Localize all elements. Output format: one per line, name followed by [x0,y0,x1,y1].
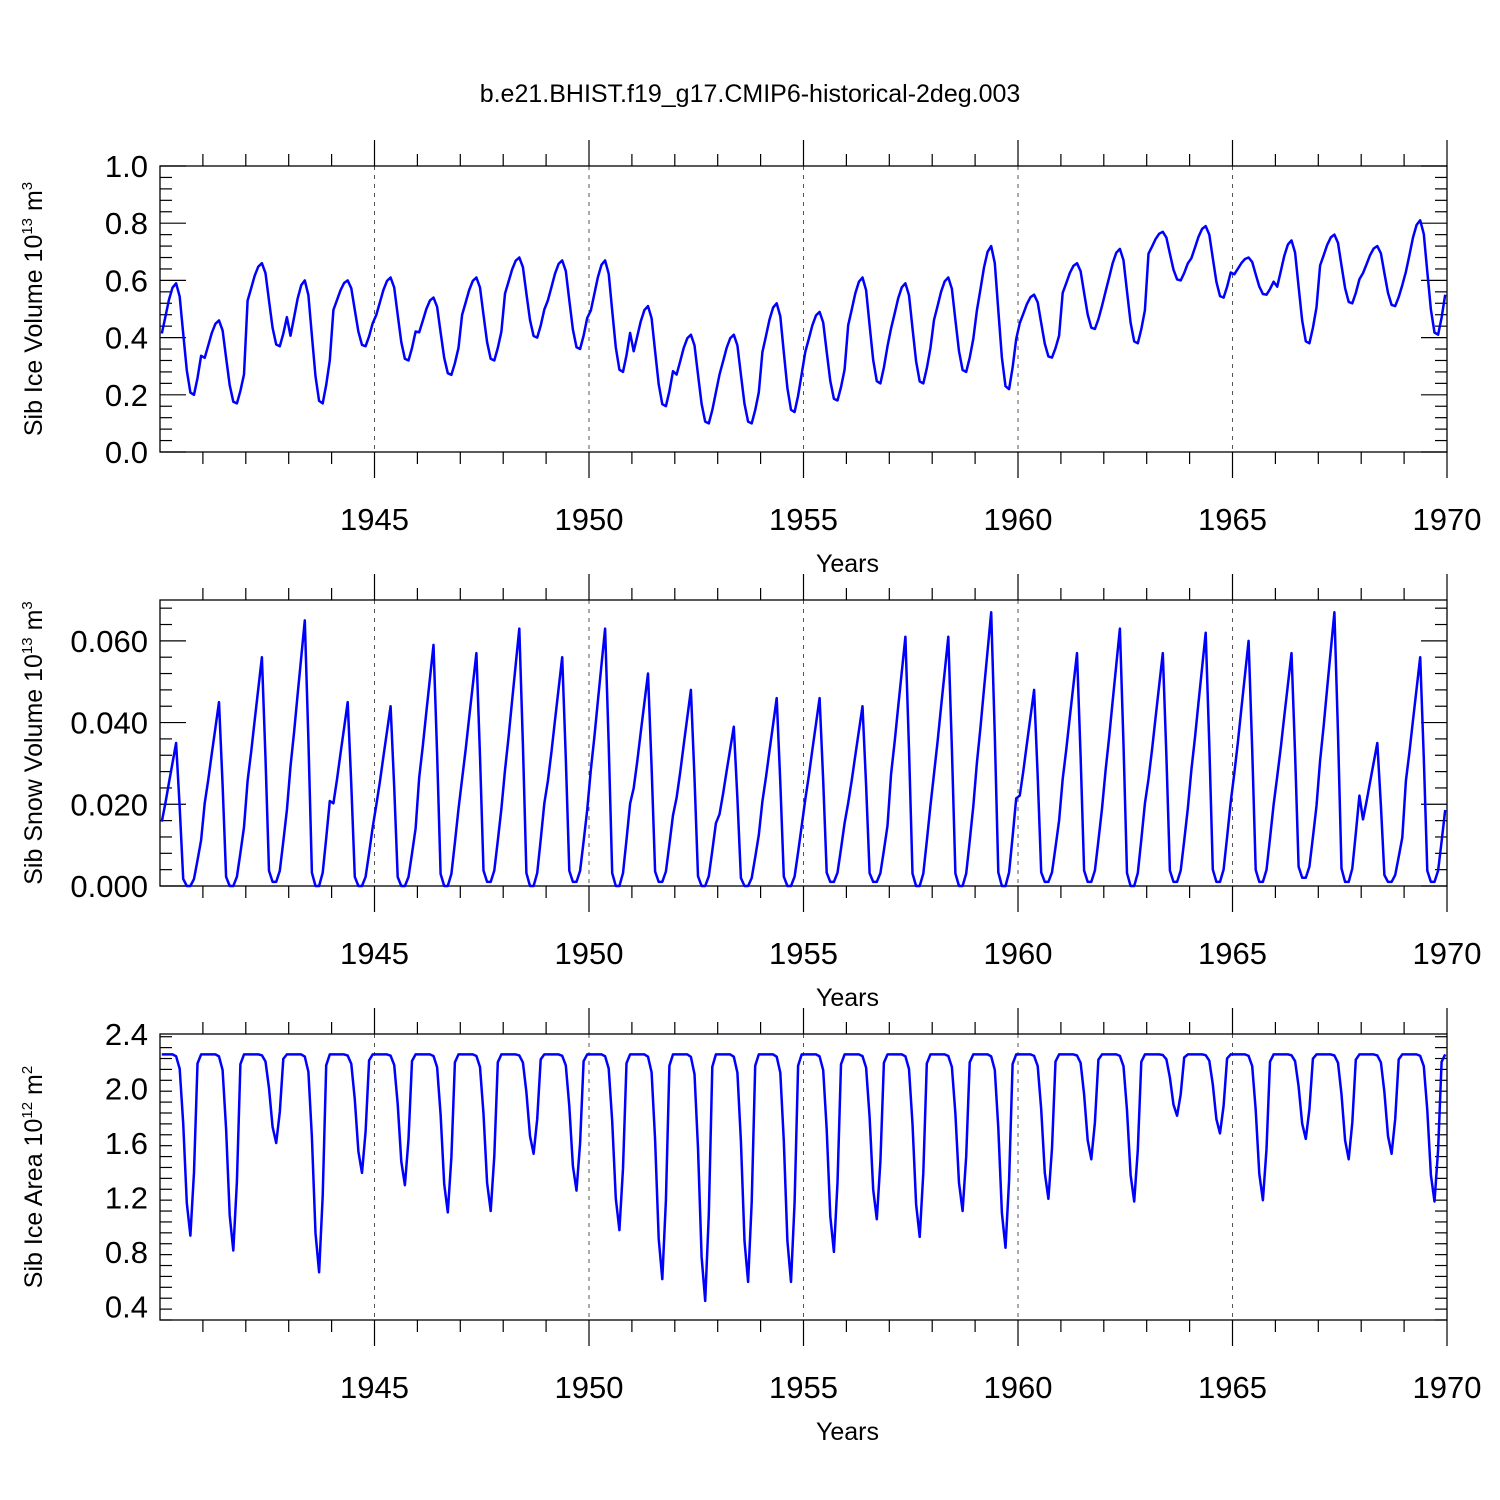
x-axis-label: Years [816,550,879,578]
x-tick-label: 1955 [769,1370,838,1405]
y-tick-label: 0.020 [70,787,148,822]
y-tick-label: 0.8 [105,1235,148,1270]
x-tick-label: 1970 [1413,1370,1482,1405]
x-tick-label: 1950 [555,1370,624,1405]
y-tick-label: 1.0 [105,149,148,184]
y-tick-label: 2.0 [105,1071,148,1106]
x-tick-label: 1965 [1198,502,1267,537]
y-axis-label-unit-exp: 3 [19,601,36,609]
y-axis-label-exp: 13 [19,637,36,654]
x-tick-label: 1945 [340,1370,409,1405]
x-tick-label: 1960 [984,1370,1053,1405]
y-tick-label: 0.0 [105,435,148,470]
x-tick-label: 1970 [1413,502,1482,537]
y-tick-label: 0.060 [70,624,148,659]
x-tick-label: 1945 [340,936,409,971]
series-line-ice-area [161,1053,1447,1303]
y-tick-label: 0.8 [105,206,148,241]
y-tick-label: 2.4 [105,1017,148,1052]
y-axis-label-exp: 12 [19,1102,36,1119]
y-axis-label-exp: 13 [19,218,36,235]
y-axis-label-unit: m [20,1074,48,1102]
x-tick-label: 1965 [1198,1370,1267,1405]
series-line-snow-volume [160,611,1447,888]
y-axis-label-text: Sib Ice Volume 10 [20,235,48,437]
series-line-ice-volume [160,219,1447,425]
y-axis-label: Sib Ice Area 1012 m2 [19,1066,48,1288]
y-axis-label-unit-exp: 2 [19,1066,36,1074]
y-tick-label: 1.6 [105,1126,148,1161]
panel-ice-volume: 1945 1950 1955 1960 1965 1970 Years 0.0 0.2 0.4 0.… [19,140,1481,578]
y-tick-label: 1.2 [105,1180,148,1215]
y-tick-label: 0.4 [105,321,148,356]
x-tick-label: 1945 [340,502,409,537]
y-tick-label: 0.4 [105,1289,148,1324]
x-tick-label: 1960 [984,502,1053,537]
y-tick-label: 0.6 [105,263,148,298]
y-axis-label-text: Sib Snow Volume 10 [20,654,48,885]
y-axis-label-unit: m [20,190,48,218]
y-tick-label: 0.2 [105,378,148,413]
x-axis-label: Years [816,984,879,1012]
x-tick-label: 1955 [769,502,838,537]
x-tick-label: 1970 [1413,936,1482,971]
panels: 1945 1950 1955 1960 1965 1970 Years 0.0 0.2 0.4 0.… [19,140,1481,1446]
x-tick-label: 1960 [984,936,1053,971]
x-tick-label: 1950 [555,936,624,971]
panel-snow-volume: 1945 1950 1955 1960 1965 1970 Years 0.000 0.020 0… [19,574,1481,1012]
y-axis-label: Sib Snow Volume 1013 m3 [19,601,48,885]
x-axis-label: Years [816,1418,879,1446]
x-tick-label: 1965 [1198,936,1267,971]
y-tick-label: 0.040 [70,706,148,741]
x-tick-label: 1950 [555,502,624,537]
y-tick-label: 0.000 [70,869,148,904]
y-axis-label-unit: m [20,610,48,638]
y-axis-label-text: Sib Ice Area 10 [20,1119,48,1289]
chart-title: b.e21.BHIST.f19_g17.CMIP6-historical-2de… [480,80,1021,108]
y-axis-label: Sib Ice Volume 1013 m3 [19,182,48,436]
panel-ice-area: 1945 1950 1955 1960 1965 1970 Years 0.4 0.8 1.2 1.… [19,1008,1481,1446]
y-axis-label-unit-exp: 3 [19,182,36,190]
x-tick-label: 1955 [769,936,838,971]
